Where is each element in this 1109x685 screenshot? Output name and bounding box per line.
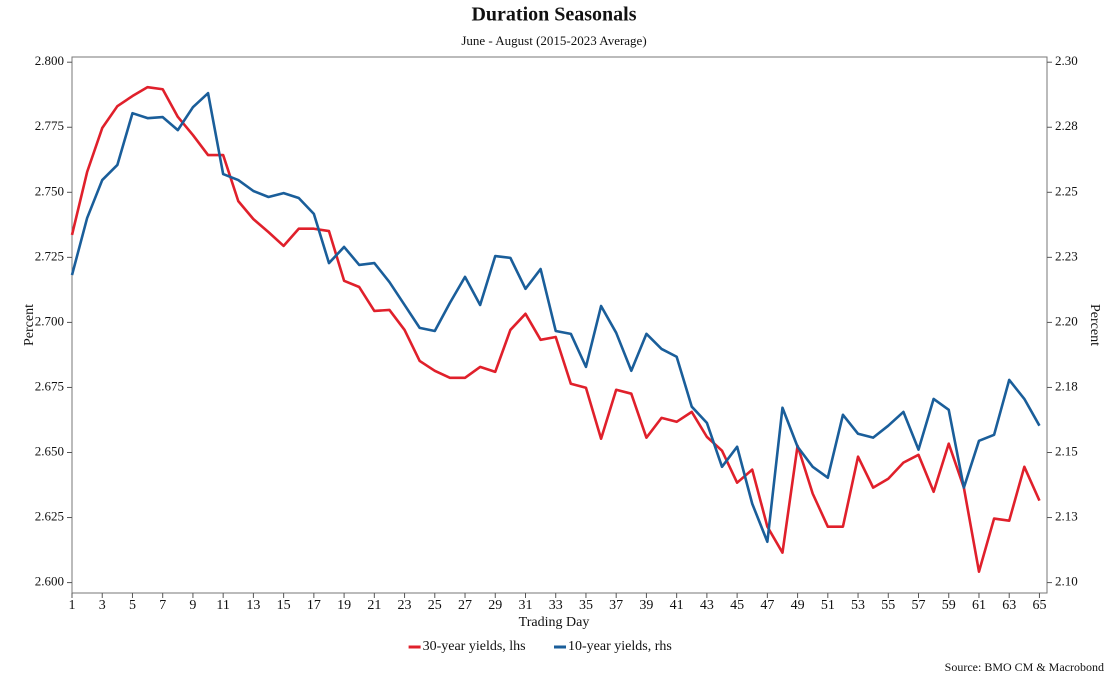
x-tick-label: 25 — [428, 598, 442, 613]
series-line — [70, 85, 1041, 573]
x-tick-label: 5 — [129, 598, 136, 613]
chart-title: Duration Seasonals — [471, 4, 636, 26]
x-tick-label: 19 — [337, 598, 351, 613]
x-tick-label: 43 — [700, 598, 714, 613]
y2-tick-label: 2.20 — [1055, 313, 1078, 328]
x-tick-label: 49 — [791, 598, 805, 613]
y-tick-label: 2.600 — [35, 574, 64, 589]
x-tick-label: 1 — [69, 598, 76, 613]
x-tick-label: 9 — [189, 598, 196, 613]
x-tick-label: 35 — [579, 598, 593, 613]
x-tick-label: 51 — [821, 598, 835, 613]
x-tick-label: 33 — [549, 598, 563, 613]
y2-tick-label: 2.18 — [1055, 378, 1078, 393]
legend-label: 10-year yields, rhs — [568, 639, 672, 654]
y2-axis-label: Percent — [1087, 304, 1102, 346]
x-tick-label: 3 — [99, 598, 106, 613]
y-tick-label: 2.725 — [35, 248, 64, 263]
y-tick-label: 2.650 — [35, 443, 64, 458]
y2-tick-label: 2.13 — [1055, 509, 1078, 524]
x-tick-label: 47 — [760, 598, 774, 613]
x-tick-label: 7 — [159, 598, 166, 613]
x-tick-label: 15 — [277, 598, 291, 613]
source-note: Source: BMO CM & Macrobond — [945, 660, 1104, 674]
y-tick-label: 2.750 — [35, 183, 64, 198]
y2-tick-label: 2.10 — [1055, 574, 1078, 589]
y2-tick-label: 2.25 — [1055, 183, 1078, 198]
x-tick-label: 11 — [216, 598, 229, 613]
x-tick-label: 61 — [972, 598, 986, 613]
x-tick-label: 45 — [730, 598, 744, 613]
y2-tick-label: 2.15 — [1055, 443, 1078, 458]
y2-tick-label: 2.28 — [1055, 118, 1078, 133]
x-tick-label: 27 — [458, 598, 472, 613]
x-tick-label: 63 — [1002, 598, 1016, 613]
chart-subtitle: June - August (2015-2023 Average) — [461, 33, 646, 48]
x-tick-label: 31 — [518, 598, 532, 613]
x-tick-label: 23 — [398, 598, 412, 613]
x-tick-label: 13 — [246, 598, 260, 613]
series-line — [70, 91, 1041, 544]
y2-tick-label: 2.23 — [1055, 248, 1078, 263]
x-tick-label: 57 — [912, 598, 926, 613]
y-tick-label: 2.800 — [35, 53, 64, 68]
x-tick-label: 21 — [367, 598, 381, 613]
y-tick-label: 2.700 — [35, 313, 64, 328]
x-tick-label: 53 — [851, 598, 865, 613]
x-tick-label: 65 — [1032, 598, 1046, 613]
y-axis-label: Percent — [22, 304, 37, 346]
y-tick-label: 2.775 — [35, 118, 64, 133]
plot-frame — [71, 56, 1048, 594]
x-tick-label: 55 — [881, 598, 895, 613]
x-axis-label: Trading Day — [519, 615, 590, 630]
x-tick-label: 41 — [670, 598, 684, 613]
x-tick-label: 37 — [609, 598, 623, 613]
y2-tick-label: 2.30 — [1055, 53, 1078, 68]
x-tick-label: 59 — [942, 598, 956, 613]
x-tick-label: 39 — [639, 598, 653, 613]
x-tick-label: 17 — [307, 598, 321, 613]
legend-label: 30-year yields, lhs — [423, 639, 526, 654]
y-tick-label: 2.625 — [35, 509, 64, 524]
y-tick-label: 2.675 — [35, 378, 64, 393]
x-tick-label: 29 — [488, 598, 502, 613]
